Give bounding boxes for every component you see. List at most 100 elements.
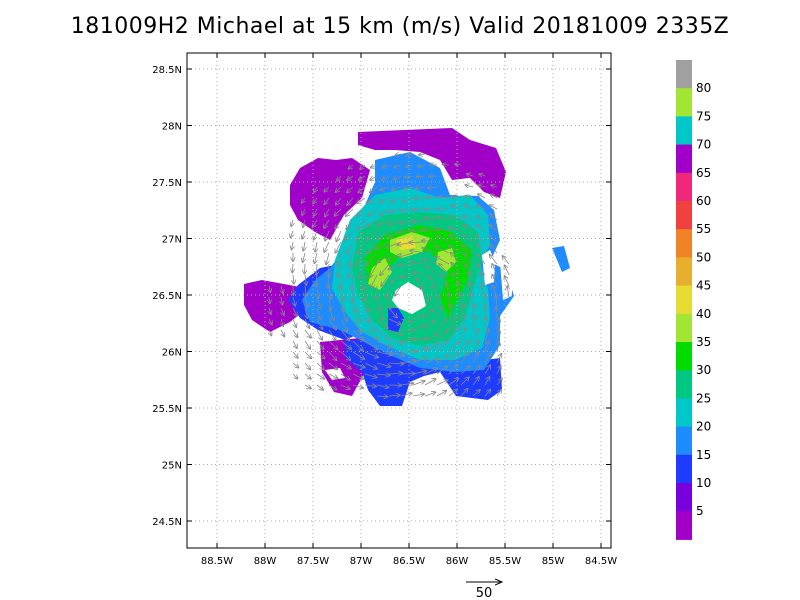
wind-vector [293,274,294,284]
wind-vectors [269,154,509,397]
wind-vector [314,208,318,216]
colorbar-label: 25 [696,391,711,405]
wind-vector [281,296,283,305]
wind-vector [436,306,442,320]
colorbar-label: 65 [696,166,711,180]
wind-vector [352,373,363,379]
wind-vector [324,186,330,192]
lon-label: 87.5W [297,556,329,567]
longitude-labels: 88.5W 88W 87.5W 87W 86.5W 86W 85.5W 85W 84.5W [201,556,617,567]
wind-vector [436,366,448,375]
wind-vector [448,378,458,386]
colorbar-segment [676,454,692,484]
wind-vector [345,230,354,240]
wind-vector [341,285,344,300]
wind-vector [304,329,311,338]
wind-vector [460,366,470,375]
wind-vector [376,362,391,367]
wind-vector [424,309,433,320]
wind-vector [477,254,486,265]
wind-vector [491,185,498,187]
wind-vector [352,385,363,388]
wind-vector [316,384,323,390]
wind-vector [507,286,509,298]
wind-vector [316,373,324,379]
wind-vector [352,274,353,290]
wind-vector [314,252,317,263]
wind-vector [316,307,321,319]
lat-label: 24.5N [152,517,182,528]
wind-vector [391,197,402,202]
wind-vector [316,318,323,329]
wind-vector [477,243,486,254]
wind-vector [423,259,438,265]
lat-label: 25.5N [152,404,182,415]
wind-vector [436,319,447,331]
wind-vector [302,208,305,215]
wind-vector [302,230,305,239]
wind-vector [371,274,378,288]
lon-label: 88.5W [201,556,233,567]
wind-vector [400,361,416,363]
colorbar-segment [676,172,692,202]
wind-vector [303,219,305,227]
wind-vector [281,285,283,294]
wind-vector [269,296,270,303]
lon-label: 84.5W [585,556,617,567]
wind-vector [436,341,448,353]
lat-label: 28N [162,122,182,133]
wind-vector [313,219,318,227]
lon-label: 85.5W [489,556,521,567]
colorbar-segment [676,426,692,456]
wind-vector [346,219,354,229]
wind-vector [352,285,353,302]
wind-vector [410,250,426,253]
wind-vector [439,197,450,198]
wind-vector [393,175,402,180]
wind-vector [352,296,357,312]
wind-vector [388,395,400,396]
wind-vector [352,351,364,359]
wind-vector [405,176,414,177]
wind-vector [359,175,366,180]
wind-vector [436,330,448,342]
wind-vector [472,390,480,397]
wind-vector [368,241,378,254]
colorbar-segment [676,370,692,399]
lat-label: 27.5N [152,178,182,189]
wind-vector [328,263,329,276]
wind-vector [424,218,438,220]
wind-vector [460,377,469,386]
wind-vector [328,362,338,369]
wind-vector [292,340,297,348]
wind-vector [364,362,377,369]
wind-vector [437,295,439,309]
wind-vector [442,164,450,165]
wind-vector [388,373,402,374]
wind-vector [412,338,427,342]
wind-vector [448,342,460,353]
wind-vector [497,318,499,331]
wind-vector [366,219,378,227]
wind-vector [459,292,461,309]
wind-vector [412,220,426,222]
wind-vector [340,340,351,349]
lon-label: 86.5W [393,556,425,567]
wind-vector [292,241,294,250]
colorbar-segment [676,313,692,343]
wind-vector [304,373,311,379]
wind-vector [364,351,378,358]
colorbar-segment [676,398,692,428]
colorbar-segment [676,483,692,512]
wind-vector [460,352,468,364]
wind-vector [476,225,486,232]
wind-vector [412,347,428,353]
wind-vector [427,266,438,276]
wind-vector [476,235,486,243]
wind-vector [313,197,318,204]
wind-vector [416,187,426,189]
wind-vector [455,164,462,165]
wind-vector [496,378,502,386]
wind-vector [293,296,295,306]
wind-vector [496,366,501,375]
